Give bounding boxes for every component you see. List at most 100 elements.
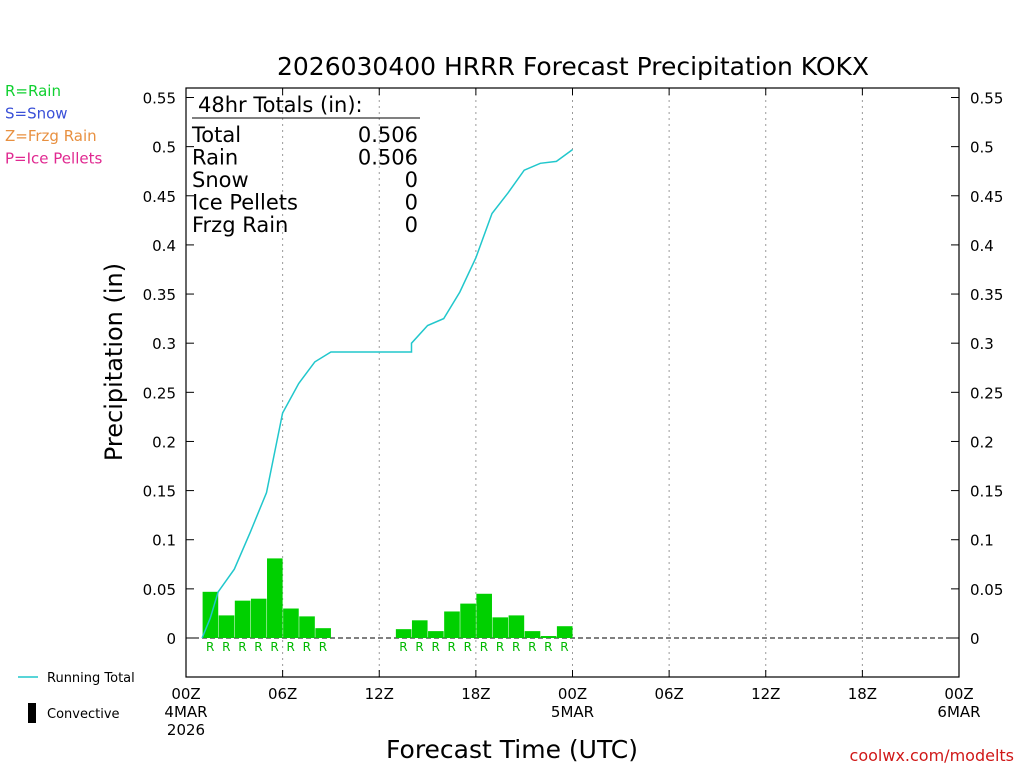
precip-bar bbox=[234, 600, 251, 638]
x-tick-label: 00Z bbox=[944, 685, 973, 703]
ptype-legend: R=Rain S=Snow Z=Frzg Rain P=Ice Pellets bbox=[5, 82, 102, 168]
running-total-line bbox=[201, 148, 573, 639]
y-tick-label-right: 0.45 bbox=[970, 188, 1003, 206]
y-tick-label-right: 0.4 bbox=[970, 237, 994, 255]
precip-bar bbox=[556, 626, 573, 638]
y-tick-label: 0.3 bbox=[152, 335, 176, 353]
y-tick-label: 0.55 bbox=[143, 90, 176, 108]
precip-bar bbox=[444, 611, 460, 638]
ptype-label: R bbox=[303, 640, 311, 654]
y-tick-label-right: 0.25 bbox=[970, 384, 1003, 402]
precip-bar bbox=[250, 598, 267, 638]
ptype-label: R bbox=[512, 640, 520, 654]
precip-bars bbox=[202, 558, 573, 638]
y-tick-label-right: 0.55 bbox=[970, 90, 1003, 108]
y-tick-label-right: 0.05 bbox=[970, 581, 1003, 599]
precip-bar bbox=[508, 615, 525, 638]
y-axis-right: 0 0.05 0.1 0.15 0.2 0.25 0.3 0.35 0.4 0.45 0.5 0.55 bbox=[951, 90, 1003, 648]
ptype-label: R bbox=[238, 640, 246, 654]
ptype-legend-item: S=Snow bbox=[5, 105, 68, 123]
ptype-label: R bbox=[415, 640, 423, 654]
y-tick-label-right: 0.2 bbox=[970, 433, 994, 451]
grid-lines bbox=[282, 88, 863, 677]
x-tick-label: 5MAR bbox=[551, 703, 594, 721]
ptype-label: R bbox=[464, 640, 472, 654]
precip-bar bbox=[476, 593, 492, 638]
x-tick-label: 2026 bbox=[167, 721, 205, 739]
ptype-legend-item: R=Rain bbox=[5, 82, 61, 100]
y-tick-label-right: 0.15 bbox=[970, 483, 1003, 501]
precip-bar bbox=[218, 615, 235, 638]
y-tick-label-right: 0.5 bbox=[970, 139, 994, 157]
precip-bar bbox=[524, 631, 541, 638]
y-tick-label-right: 0.1 bbox=[970, 532, 994, 550]
credit-text: coolwx.com/modelts bbox=[850, 746, 1014, 765]
x-tick-label: 18Z bbox=[848, 685, 877, 703]
y-tick-label: 0.45 bbox=[143, 188, 176, 206]
x-tick-label: 00Z bbox=[171, 685, 200, 703]
chart-title: 2026030400 HRRR Forecast Precipitation K… bbox=[277, 52, 869, 81]
convective-legend-swatch bbox=[28, 703, 36, 723]
convective-legend-label: Convective bbox=[47, 707, 120, 722]
totals-row-label: Frzg Rain bbox=[192, 213, 288, 237]
y-tick-label: 0.2 bbox=[152, 433, 176, 451]
precip-bar bbox=[395, 629, 412, 638]
ptype-label: R bbox=[319, 640, 327, 654]
ptype-label: R bbox=[544, 640, 552, 654]
ptype-label: R bbox=[528, 640, 536, 654]
totals-row-value: 0.506 bbox=[358, 146, 418, 170]
ptype-label: R bbox=[270, 640, 278, 654]
ptype-label: R bbox=[254, 640, 262, 654]
ptype-label: R bbox=[222, 640, 230, 654]
y-tick-label: 0.1 bbox=[152, 532, 176, 550]
ptype-label: R bbox=[560, 640, 568, 654]
precip-bar bbox=[460, 603, 476, 638]
ptype-legend-item: P=Ice Pellets bbox=[5, 150, 102, 168]
x-tick-label: 06Z bbox=[654, 685, 683, 703]
ptype-label: R bbox=[287, 640, 295, 654]
ptype-label: R bbox=[399, 640, 407, 654]
ptype-label: R bbox=[496, 640, 504, 654]
ptype-label: R bbox=[206, 640, 214, 654]
totals-header: 48hr Totals (in): bbox=[198, 93, 363, 117]
totals-row-label: Total bbox=[191, 123, 241, 147]
totals-row-value: 0 bbox=[405, 191, 418, 215]
totals-box: 48hr Totals (in): Total 0.506 Rain 0.506 Sno… bbox=[191, 93, 420, 237]
x-tick-label: 18Z bbox=[461, 685, 490, 703]
y-tick-label-right: 0.35 bbox=[970, 286, 1003, 304]
y-tick-label: 0.5 bbox=[152, 139, 176, 157]
totals-row-value: 0 bbox=[405, 213, 418, 237]
totals-row-label: Rain bbox=[192, 146, 238, 170]
x-tick-label: 12Z bbox=[365, 685, 394, 703]
precip-bar bbox=[540, 636, 557, 638]
precip-bar bbox=[267, 558, 283, 638]
ptype-label: R bbox=[431, 640, 439, 654]
precip-bar bbox=[283, 608, 299, 638]
y-tick-label: 0 bbox=[166, 630, 176, 648]
x-tick-label: 6MAR bbox=[937, 703, 980, 721]
precip-bar bbox=[492, 617, 509, 638]
totals-row-value: 0 bbox=[405, 168, 418, 192]
y-tick-label: 0.05 bbox=[143, 581, 176, 599]
ptype-label: R bbox=[480, 640, 488, 654]
precip-bar bbox=[315, 628, 331, 638]
ptype-legend-item: Z=Frzg Rain bbox=[5, 127, 97, 145]
precip-bar bbox=[428, 631, 444, 638]
y-tick-label: 0.25 bbox=[143, 384, 176, 402]
y-axis-title: Precipitation (in) bbox=[100, 263, 128, 461]
y-axis-left: 0 0.05 0.1 0.15 0.2 0.25 0.3 0.35 0.4 0.45 0.5 0.55 bbox=[143, 90, 194, 648]
y-tick-label: 0.4 bbox=[152, 237, 176, 255]
y-tick-label: 0.35 bbox=[143, 286, 176, 304]
x-tick-label: 4MAR bbox=[164, 703, 207, 721]
totals-row-label: Ice Pellets bbox=[192, 191, 298, 215]
totals-row-label: Snow bbox=[192, 168, 249, 192]
precip-bar bbox=[299, 616, 315, 638]
running-total-legend-label: Running Total bbox=[47, 671, 135, 686]
ptype-label: R bbox=[448, 640, 456, 654]
x-tick-label: 12Z bbox=[751, 685, 780, 703]
totals-row-value: 0.506 bbox=[358, 123, 418, 147]
y-tick-label: 0.15 bbox=[143, 483, 176, 501]
